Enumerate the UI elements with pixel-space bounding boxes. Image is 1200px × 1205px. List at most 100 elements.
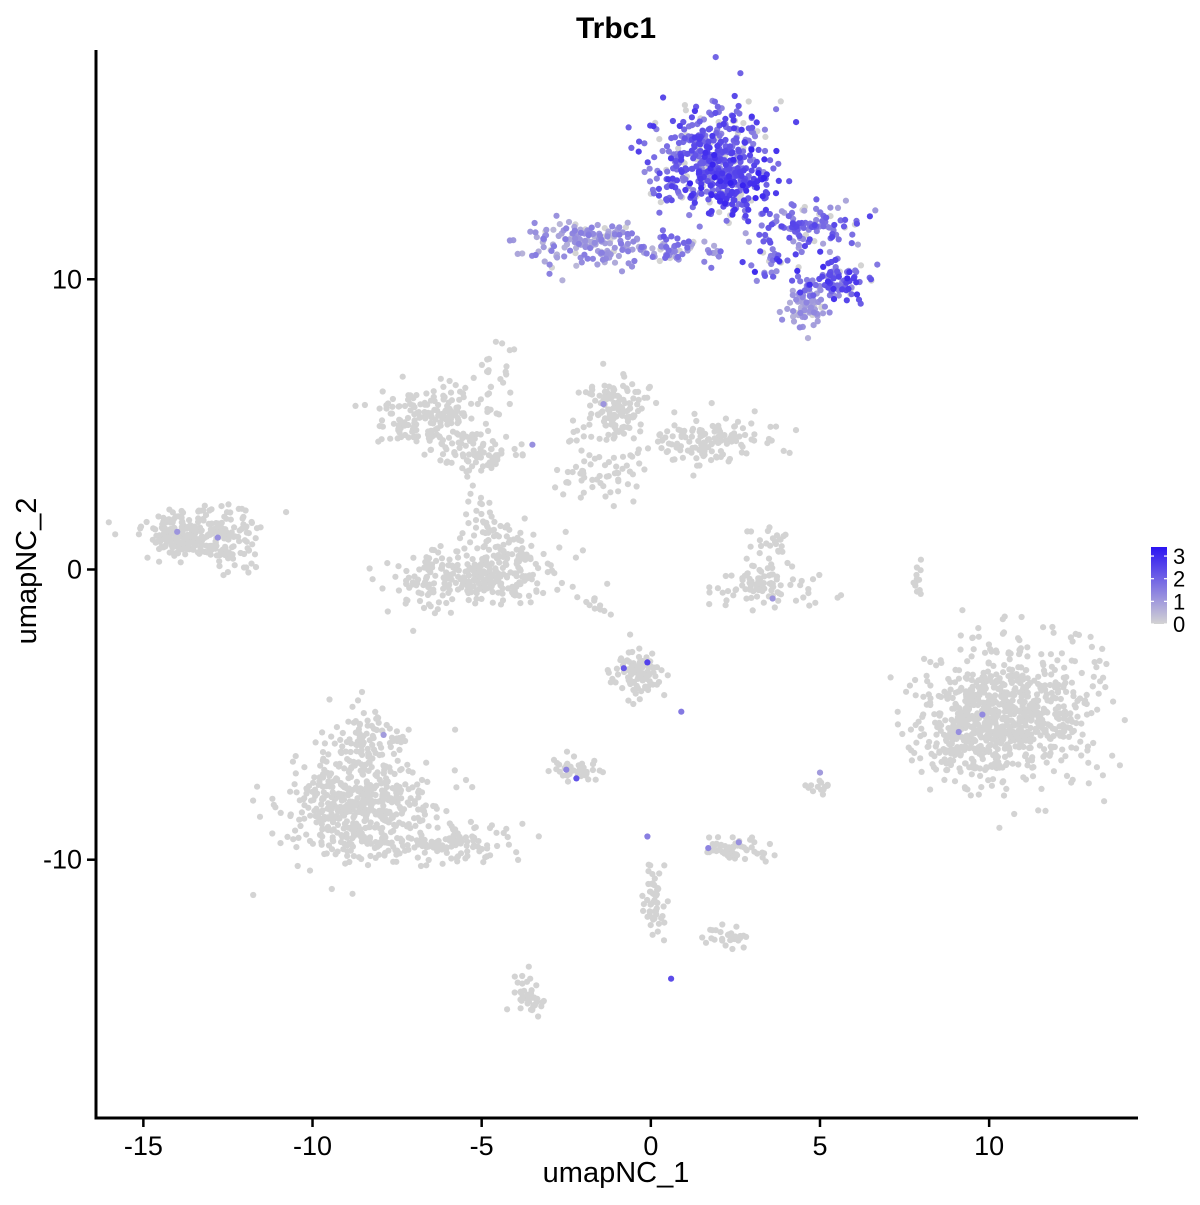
cell-point	[913, 739, 920, 746]
cell-point	[817, 786, 825, 793]
cell-point	[243, 564, 250, 571]
cell-point	[1085, 759, 1092, 766]
cell-point	[1085, 780, 1092, 787]
cell-point	[349, 843, 356, 850]
cell-point	[672, 157, 680, 164]
cell-point	[464, 583, 471, 590]
cell-point	[221, 552, 229, 559]
cell-point	[1024, 693, 1031, 700]
cell-point	[647, 922, 654, 929]
cell-point	[1013, 671, 1020, 678]
cell-point	[790, 318, 798, 325]
cell-point	[1056, 729, 1063, 737]
cell-point	[647, 901, 654, 908]
cell-point	[1057, 695, 1064, 703]
cell-point	[216, 552, 223, 559]
cell-point	[390, 858, 397, 865]
cell-point	[793, 296, 800, 303]
cell-point	[813, 205, 820, 212]
cell-point	[768, 582, 776, 589]
cell-point	[503, 825, 510, 832]
cell-point	[152, 526, 159, 533]
cell-point	[927, 786, 934, 793]
cell-point	[318, 809, 325, 816]
cell-point	[473, 595, 480, 602]
cell-point	[560, 491, 567, 498]
cell-point	[715, 253, 723, 260]
cell-point	[653, 399, 660, 407]
cell-point	[661, 692, 668, 699]
cell-point	[738, 449, 746, 456]
cell-point	[440, 396, 447, 403]
cell-point	[355, 788, 362, 795]
cell-point	[739, 577, 746, 584]
cell-point	[977, 732, 984, 739]
cell-point	[760, 238, 767, 245]
cell-point	[630, 238, 637, 245]
cell-point	[483, 853, 490, 860]
cell-point	[1054, 657, 1061, 664]
cell-point	[794, 273, 802, 280]
cell-point	[380, 813, 387, 820]
colorbar-tick-label: 1	[1173, 589, 1185, 614]
cell-point	[655, 192, 663, 199]
cell-point	[462, 442, 469, 449]
cell-point	[428, 433, 435, 441]
cell-point	[395, 587, 402, 594]
cell-point	[522, 556, 529, 563]
cell-point	[653, 175, 660, 182]
cell-point	[949, 735, 956, 742]
cell-point	[698, 442, 705, 449]
cell-point	[477, 454, 484, 461]
cell-point	[643, 250, 650, 257]
cell-point	[998, 693, 1005, 701]
cell-point	[376, 776, 383, 783]
cell-point	[777, 536, 784, 543]
cell-point	[790, 238, 797, 245]
cell-point	[965, 705, 972, 713]
cell-point	[1073, 745, 1080, 752]
cell-point	[427, 603, 434, 610]
cell-point	[241, 550, 248, 558]
cell-point	[391, 770, 398, 778]
cell-point	[982, 704, 989, 711]
cell-point	[389, 785, 396, 792]
cell-point	[463, 552, 470, 559]
cell-point	[985, 777, 992, 784]
cell-point	[596, 435, 603, 442]
cell-point	[470, 447, 477, 454]
cell-point	[512, 451, 520, 459]
cell-point	[721, 432, 728, 439]
cell-point	[434, 425, 441, 432]
cell-point	[751, 133, 759, 140]
cell-point	[699, 432, 706, 439]
cell-point	[664, 898, 671, 905]
cell-point	[421, 401, 429, 408]
cell-point	[740, 197, 748, 204]
cell-point	[552, 484, 559, 491]
cell-point	[655, 920, 663, 927]
cell-point	[254, 783, 261, 790]
cell-point	[999, 616, 1006, 623]
cell-point	[506, 400, 513, 408]
cell-point	[432, 572, 439, 579]
cell-point	[649, 664, 657, 671]
cell-point	[252, 564, 260, 571]
cell-point	[628, 662, 635, 670]
cell-point	[725, 173, 733, 180]
cell-point	[737, 932, 744, 940]
cell-point	[771, 604, 778, 611]
cell-point	[964, 786, 971, 793]
cell-point	[460, 430, 467, 437]
cell-point	[730, 592, 737, 599]
cell-point	[355, 854, 363, 861]
cell-point	[411, 417, 418, 424]
cell-point	[807, 304, 815, 311]
cell-point	[344, 852, 351, 860]
cell-point	[373, 821, 380, 828]
cell-point	[298, 809, 305, 816]
cell-point	[468, 400, 475, 407]
cell-point	[650, 123, 657, 130]
cell-point	[589, 484, 596, 491]
cell-point	[467, 818, 474, 826]
